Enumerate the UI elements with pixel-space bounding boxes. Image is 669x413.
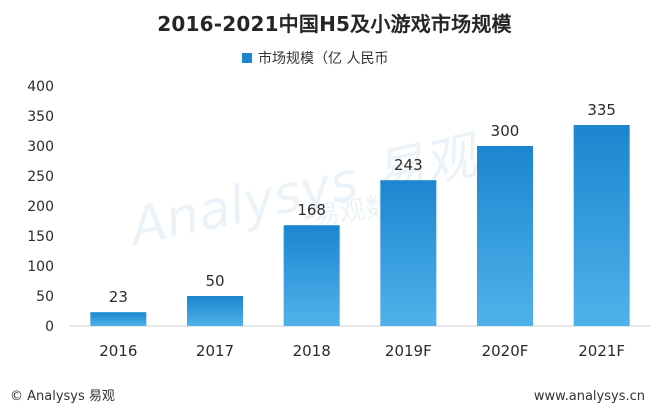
y-tick-label: 300 bbox=[27, 139, 54, 155]
y-tick-label: 250 bbox=[27, 169, 54, 185]
legend-label: 市场规模（亿 人民币 bbox=[258, 51, 389, 67]
y-tick-label: 150 bbox=[27, 229, 54, 245]
bar-2021f bbox=[573, 125, 630, 326]
y-tick-label: 350 bbox=[27, 109, 54, 125]
bar-2019f bbox=[380, 180, 437, 326]
y-tick-label: 200 bbox=[27, 199, 54, 215]
bar-2016 bbox=[90, 312, 147, 326]
y-tick-label: 50 bbox=[36, 289, 54, 305]
y-tick-label: 0 bbox=[45, 319, 54, 335]
y-tick-label: 100 bbox=[27, 259, 54, 275]
axis-layer: 0 50 100 150 200 250 300 350 400 bbox=[27, 79, 650, 335]
x-tick-label-2020f: 2020F bbox=[482, 342, 529, 360]
x-tick-label-2019f: 2019F bbox=[385, 342, 432, 360]
bar-2020f bbox=[477, 146, 533, 326]
legend-swatch bbox=[242, 53, 252, 63]
data-label-2017: 50 bbox=[205, 272, 224, 290]
data-label-2019f: 243 bbox=[394, 156, 423, 174]
label-layer: 23 2016 50 2017 168 2018 243 2019F 300 2020F 335 20… bbox=[99, 101, 625, 360]
website-text: www.analysys.cn bbox=[533, 389, 645, 404]
data-label-2016: 23 bbox=[109, 288, 128, 306]
x-tick-label-2018: 2018 bbox=[293, 342, 331, 360]
bar-2018 bbox=[283, 225, 340, 326]
data-label-2021f: 335 bbox=[587, 101, 616, 119]
data-label-2020f: 300 bbox=[491, 122, 520, 140]
chart-title: 2016-2021中国H5及小游戏市场规模 bbox=[157, 12, 512, 36]
x-tick-label-2021f: 2021F bbox=[578, 342, 625, 360]
y-tick-label: 400 bbox=[27, 79, 54, 95]
x-tick-label-2016: 2016 bbox=[99, 342, 137, 360]
data-label-2018: 168 bbox=[297, 201, 326, 219]
bar-layer bbox=[90, 125, 630, 326]
copyright-text: © Analysys 易观 bbox=[10, 389, 115, 404]
legend: 市场规模（亿 人民币 bbox=[242, 48, 388, 68]
x-tick-label-2017: 2017 bbox=[196, 342, 234, 360]
bar-2017 bbox=[187, 296, 243, 326]
